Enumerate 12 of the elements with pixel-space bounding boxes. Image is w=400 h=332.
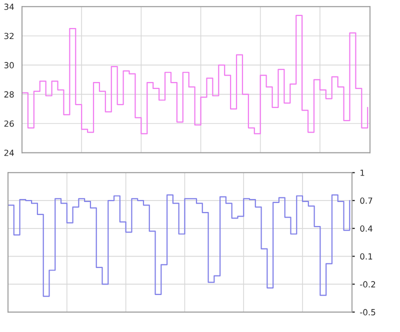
y-tick-label: 1	[360, 170, 364, 176]
y-tick-label: 0.4	[360, 225, 372, 232]
y-tick-label: -0.5	[360, 309, 376, 316]
y-tick-label: 24	[4, 150, 14, 156]
y-tick-label: 28	[4, 91, 14, 98]
y-tick-label: 34	[4, 4, 14, 10]
y-tick-label: 32	[4, 32, 14, 40]
y-tick-label: 0.1	[360, 253, 372, 260]
y-tick-label: 30	[4, 62, 14, 68]
y-tick-label: -0.2	[360, 281, 376, 288]
y-tick-label: 26	[4, 120, 14, 127]
y-tick-label: 0.7	[360, 198, 372, 204]
